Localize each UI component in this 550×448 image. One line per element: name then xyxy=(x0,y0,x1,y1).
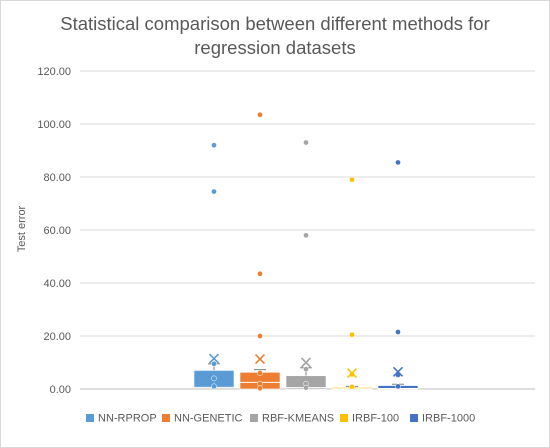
legend-swatch xyxy=(162,414,170,422)
data-point xyxy=(211,361,216,366)
data-point xyxy=(303,233,308,238)
box-irbf-1000 xyxy=(378,160,418,389)
data-point xyxy=(303,367,308,372)
data-point xyxy=(349,384,354,389)
y-tick-label: 100.00 xyxy=(37,119,71,131)
data-point xyxy=(257,371,262,376)
legend-swatch xyxy=(86,414,94,422)
legend-item: NN-RPROP xyxy=(86,413,157,425)
y-tick-label: 120.00 xyxy=(37,66,71,78)
legend-item: RBF-KMEANS xyxy=(250,413,334,425)
legend-label: IRBF-1000 xyxy=(422,413,475,425)
box-nn-rprop xyxy=(194,143,234,389)
legend-label: RBF-KMEANS xyxy=(262,413,334,425)
data-point xyxy=(211,143,216,148)
y-tick-label: 0.00 xyxy=(50,384,71,396)
y-tick-label: 60.00 xyxy=(43,225,71,237)
legend-item: NN-GENETIC xyxy=(162,413,243,425)
legend: NN-RPROP NN-GENETIC RBF-KMEANS IRBF-100 IRBF… xyxy=(86,413,475,425)
plot-area xyxy=(194,112,418,391)
box-nn-genetic xyxy=(240,112,280,391)
data-point xyxy=(257,271,262,276)
data-point xyxy=(349,332,354,337)
legend-item: IRBF-100 xyxy=(340,413,399,425)
data-point xyxy=(349,177,354,182)
y-tick-label: 40.00 xyxy=(43,278,71,290)
legend-label: NN-RPROP xyxy=(98,413,157,425)
y-tick-label: 20.00 xyxy=(43,331,71,343)
data-point xyxy=(395,384,400,389)
data-point xyxy=(257,333,262,338)
data-point xyxy=(211,376,216,381)
y-axis-label: Test error xyxy=(16,205,28,252)
y-axis-ticks: 0.00 20.00 40.00 60.00 80.00 100.00 120.00 xyxy=(37,66,71,396)
legend-swatch xyxy=(250,414,258,422)
data-point xyxy=(257,112,262,117)
data-point xyxy=(211,384,216,389)
y-tick-label: 80.00 xyxy=(43,172,71,184)
gridlines xyxy=(80,71,535,389)
data-point xyxy=(395,160,400,165)
data-point xyxy=(303,385,308,390)
legend-label: NN-GENETIC xyxy=(174,413,243,425)
mean-marker xyxy=(256,355,265,364)
mean-marker xyxy=(302,358,311,367)
data-point xyxy=(303,140,308,145)
data-point xyxy=(257,386,262,391)
data-point xyxy=(211,189,216,194)
legend-swatch xyxy=(410,414,418,422)
legend-swatch xyxy=(340,414,348,422)
legend-label: IRBF-100 xyxy=(352,413,399,425)
legend-item: IRBF-1000 xyxy=(410,413,475,425)
data-point xyxy=(395,329,400,334)
